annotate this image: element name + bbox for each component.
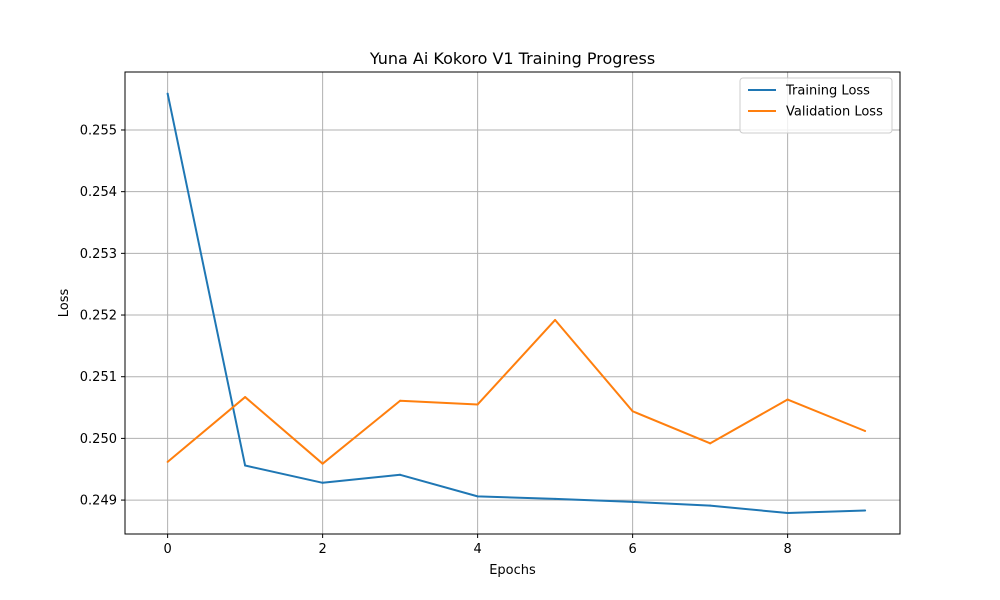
legend-label-validation-loss: Validation Loss <box>786 105 883 120</box>
y-axis-label: Loss <box>57 289 72 318</box>
chart-title: Yuna Ai Kokoro V1 Training Progress <box>369 49 655 68</box>
validation-loss-point <box>554 318 557 321</box>
y-tick-label: 0.250 <box>80 432 117 447</box>
legend: Training Loss Validation Loss <box>739 77 893 134</box>
series-lines <box>166 92 867 515</box>
validation-loss-point <box>166 460 169 463</box>
validation-loss-point <box>631 410 634 413</box>
grid-lines <box>125 72 900 534</box>
training-loss-point <box>631 500 634 503</box>
training-loss-point <box>244 464 247 467</box>
legend-box <box>739 77 893 134</box>
validation-loss-point <box>244 396 247 399</box>
training-loss-point <box>399 473 402 476</box>
validation-loss-point <box>399 399 402 402</box>
training-loss-point <box>786 512 789 515</box>
training-loss-point <box>476 495 479 498</box>
validation-loss-point <box>709 442 712 445</box>
y-tick-label: 0.251 <box>80 370 117 385</box>
validation-loss-point <box>864 429 867 432</box>
validation-loss-point <box>476 403 479 406</box>
validation-loss-line <box>166 318 866 465</box>
y-tick-label: 0.249 <box>80 494 117 509</box>
x-tick-label: 8 <box>783 542 791 557</box>
x-tick-label: 4 <box>473 542 481 557</box>
x-axis-ticks: 0 2 4 6 8 <box>163 534 792 557</box>
y-tick-label: 0.254 <box>80 185 117 200</box>
legend-label-training-loss: Training Loss <box>785 84 870 99</box>
x-tick-label: 6 <box>628 542 636 557</box>
training-loss-point <box>321 481 324 484</box>
x-axis-label: Epochs <box>489 563 536 578</box>
training-loss-point <box>554 497 557 500</box>
validation-loss-point <box>786 398 789 401</box>
y-tick-label: 0.253 <box>80 247 117 262</box>
training-loss-line <box>166 93 866 515</box>
training-loss-point <box>166 92 169 95</box>
x-tick-label: 0 <box>163 542 171 557</box>
training-loss-point <box>864 509 867 512</box>
y-tick-label: 0.255 <box>80 123 117 138</box>
training-loss-point <box>709 504 712 507</box>
plot-area-frame <box>124 71 901 535</box>
y-axis-ticks: 0.249 0.250 0.251 0.252 0.253 0.254 0.255 <box>80 123 125 509</box>
y-tick-label: 0.252 <box>80 309 117 324</box>
validation-loss-point <box>321 462 324 465</box>
x-tick-label: 2 <box>318 542 326 557</box>
